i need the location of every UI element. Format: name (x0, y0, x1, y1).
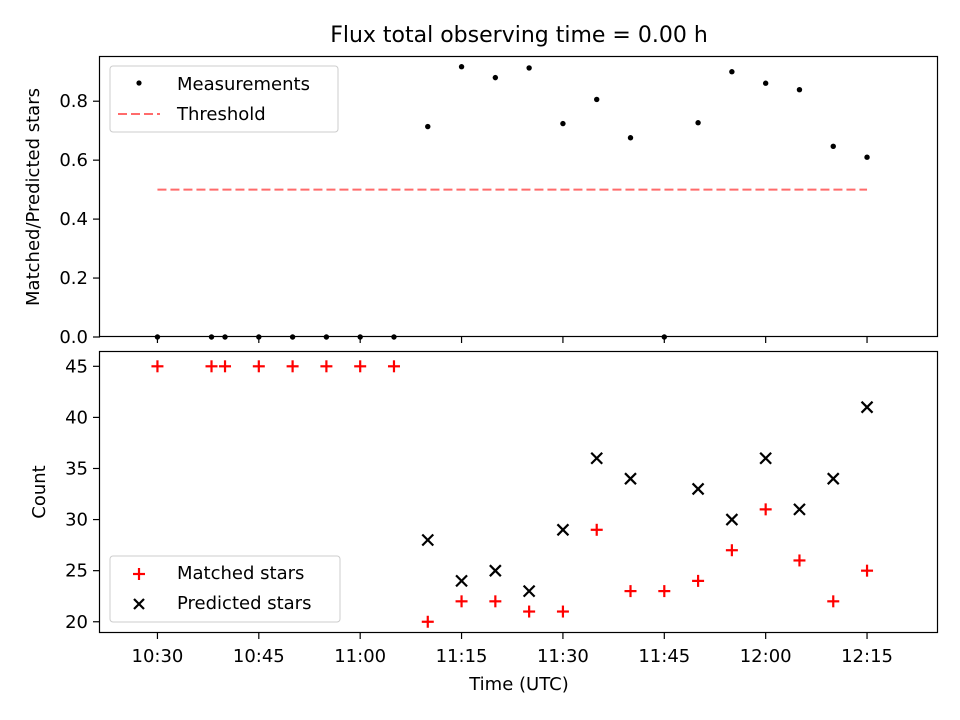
measurement-point (864, 154, 870, 160)
legend-matched-label: Matched stars (177, 563, 304, 584)
predicted-stars-point (860, 400, 874, 414)
measurement-point (627, 135, 634, 141)
predicted-stars-point (556, 523, 570, 537)
xtick-label: 11:15 (436, 646, 488, 667)
measurement-point (729, 69, 735, 75)
predicted-stars-point (624, 472, 637, 485)
measurement-point (594, 96, 600, 103)
predicted-stars-point (759, 451, 772, 465)
xtick-label: 11:00 (334, 646, 386, 667)
measurement-point (425, 123, 431, 130)
bottom-ytick-label: 30 (65, 510, 88, 531)
legend-plus-marker (133, 568, 145, 580)
matched-stars-point (556, 605, 569, 618)
matched-stars-point (354, 360, 367, 373)
legend-measurement-marker (136, 80, 142, 86)
xtick-label: 10:30 (132, 646, 184, 667)
predicted-stars-point (489, 564, 502, 577)
top-legend: Measurements Threshold (109, 65, 339, 133)
matched-stars-point (827, 595, 840, 608)
matched-stars-point (793, 554, 806, 567)
matched-stars-point (421, 615, 434, 628)
matched-stars-point (489, 595, 502, 608)
bottom-panel: 20 25 30 35 40 45 10:30 10:45 11:00 11:15 11:30 11… (29, 350, 939, 695)
top-legend-box (109, 65, 339, 133)
bottom-ytick-label: 20 (65, 612, 88, 633)
matched-stars-point (725, 544, 738, 557)
measurement-point (526, 65, 532, 71)
xtick-label: 10:45 (233, 646, 285, 667)
matched-stars-point (151, 360, 164, 373)
predicted-stars-point (793, 503, 806, 516)
predicted-stars-point (725, 513, 739, 526)
bottom-ytick-label: 25 (65, 561, 88, 582)
bottom-axes-frame (98, 350, 939, 634)
bottom-legend-box (109, 555, 341, 623)
predicted-stars-point (590, 451, 603, 465)
xtick-label: 12:00 (740, 646, 792, 667)
xtick-label: 12:15 (841, 646, 893, 667)
top-ytick-label: 0.4 (59, 209, 88, 230)
bottom-ytick-label: 35 (65, 458, 88, 479)
bottom-legend: Matched stars Predicted stars (109, 555, 341, 623)
top-ytick-label: 0.8 (59, 91, 88, 112)
matched-stars-point (590, 523, 603, 536)
measurement-point (458, 64, 465, 70)
measurement-point (560, 120, 566, 127)
measurement-point (762, 80, 769, 86)
chart-title: Flux total observing time = 0.00 h (330, 23, 708, 48)
matched-stars-point (759, 503, 772, 516)
top-axes-frame (98, 55, 939, 338)
bottom-ytick-label: 40 (65, 407, 88, 428)
top-panel: 0.00.20.40.60.8 Matched/Predicted stars … (23, 55, 939, 348)
xtick-label: 11:30 (537, 646, 589, 667)
predicted-stars-point (421, 533, 435, 547)
matched-stars-point (523, 605, 536, 618)
matched-stars-point (692, 574, 705, 587)
bottom-xlabel: Time (UTC) (468, 674, 569, 695)
measurement-point (492, 74, 499, 81)
measurement-point (796, 87, 803, 93)
top-ytick-label: 0.0 (59, 327, 88, 348)
matched-stars-point (861, 564, 874, 577)
matched-stars-point (624, 585, 637, 598)
bottom-ytick-label: 45 (65, 356, 88, 377)
matched-stars-point (252, 360, 265, 373)
predicted-stars-point (691, 482, 705, 496)
matched-stars-point (387, 360, 400, 373)
predicted-stars-point (455, 574, 468, 588)
legend-predicted-label: Predicted stars (177, 593, 311, 614)
matched-stars-point (455, 595, 468, 608)
matched-stars-point (219, 360, 232, 373)
matched-stars-point (320, 360, 333, 373)
matched-stars-point (286, 360, 299, 373)
top-ytick-label: 0.6 (59, 150, 88, 171)
predicted-stars-point (522, 584, 536, 598)
predicted-stars-point (826, 472, 840, 485)
legend-measurements-label: Measurements (177, 74, 310, 95)
measurement-point (695, 120, 701, 126)
matched-stars-point (658, 585, 671, 598)
measurement-point (830, 143, 836, 150)
xtick-label: 11:45 (638, 646, 690, 667)
top-ytick-label: 0.2 (59, 268, 88, 289)
legend-x-marker (133, 598, 145, 610)
matched-stars-point (205, 360, 218, 373)
top-ylabel: Matched/Predicted stars (23, 88, 44, 306)
bottom-ylabel: Count (29, 465, 50, 518)
legend-threshold-label: Threshold (176, 104, 266, 125)
